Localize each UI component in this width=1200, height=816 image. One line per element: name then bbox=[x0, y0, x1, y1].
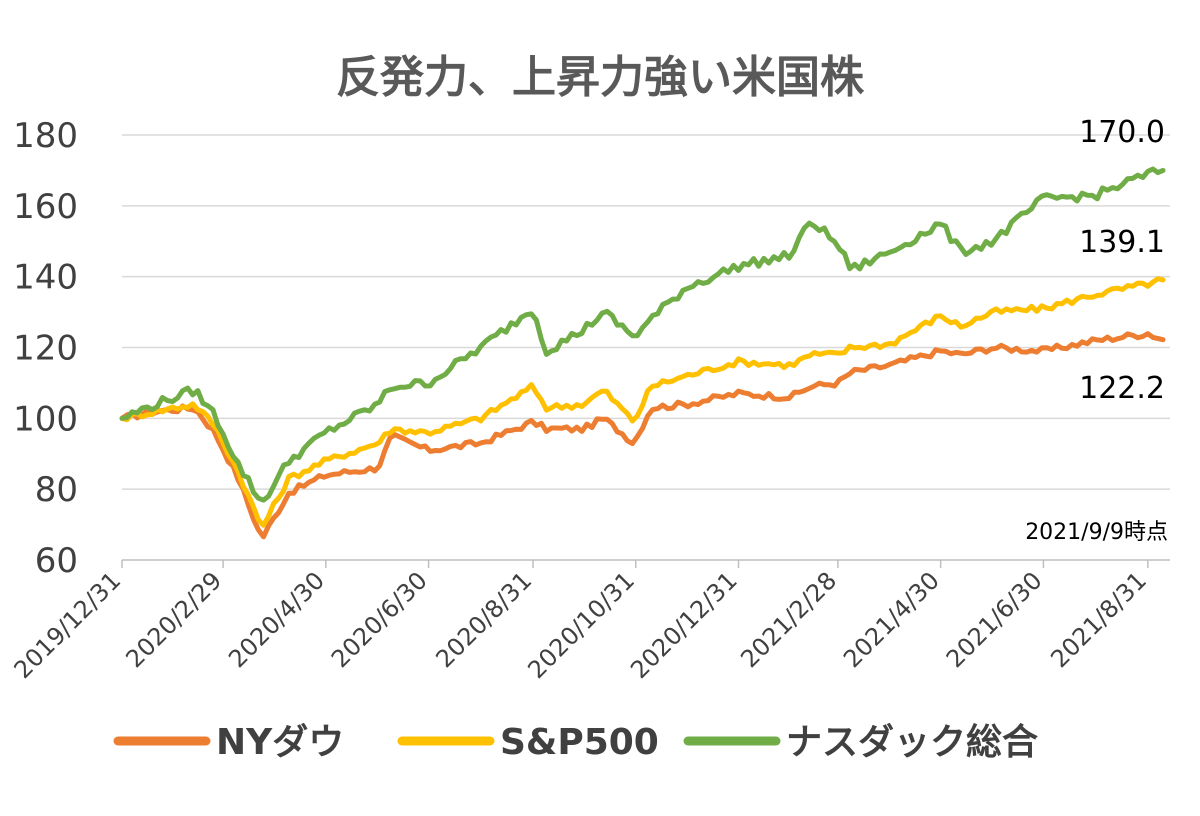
x-tick-label: 2021/2/28 bbox=[735, 566, 842, 673]
y-axis-ticks: 60 80 100 120 140 160 180 bbox=[13, 116, 78, 581]
as-of-note: 2021/9/9時点 bbox=[1025, 520, 1168, 545]
y-tick-label: 120 bbox=[13, 329, 78, 369]
y-tick-label: 60 bbox=[35, 541, 78, 581]
end-value-label-dow: 122.2 bbox=[1079, 371, 1165, 406]
x-tick-label: 2020/6/30 bbox=[326, 566, 433, 673]
y-tick-label: 140 bbox=[13, 258, 78, 298]
series-lines bbox=[119, 166, 1166, 540]
legend: NYダウ S&P500 ナスダック総合 bbox=[113, 722, 1038, 763]
legend-label: NYダウ bbox=[216, 722, 344, 763]
end-value-label-sp500: 139.1 bbox=[1079, 225, 1165, 260]
chart-title: 反発力、上昇力強い米国株 bbox=[336, 52, 865, 103]
x-axis-ticks: 2019/12/312020/2/292020/4/302020/6/30202… bbox=[9, 560, 1152, 684]
series-line-dow bbox=[119, 331, 1166, 540]
x-tick-label: 2021/4/30 bbox=[838, 566, 945, 673]
series-line-sp500 bbox=[119, 276, 1166, 528]
x-tick-label: 2020/4/30 bbox=[223, 566, 330, 673]
y-tick-label: 160 bbox=[13, 187, 78, 227]
end-value-label-nasdaq: 170.0 bbox=[1079, 115, 1165, 150]
x-tick-label: 2020/8/31 bbox=[430, 566, 537, 673]
legend-label: S&P500 bbox=[500, 722, 659, 763]
y-tick-label: 80 bbox=[35, 470, 78, 510]
x-tick-label: 2021/6/30 bbox=[941, 566, 1048, 673]
gridlines bbox=[122, 134, 1170, 490]
x-tick-label: 2020/2/29 bbox=[120, 566, 227, 673]
x-tick-label: 2019/12/31 bbox=[9, 566, 127, 684]
x-tick-label: 2020/12/31 bbox=[625, 566, 743, 684]
series-line-nasdaq bbox=[119, 166, 1166, 503]
y-tick-label: 180 bbox=[13, 116, 78, 156]
x-tick-label: 2020/10/31 bbox=[522, 566, 640, 684]
y-tick-label: 100 bbox=[13, 399, 78, 439]
x-tick-label: 2021/8/31 bbox=[1045, 566, 1152, 673]
legend-label: ナスダック総合 bbox=[786, 722, 1038, 763]
